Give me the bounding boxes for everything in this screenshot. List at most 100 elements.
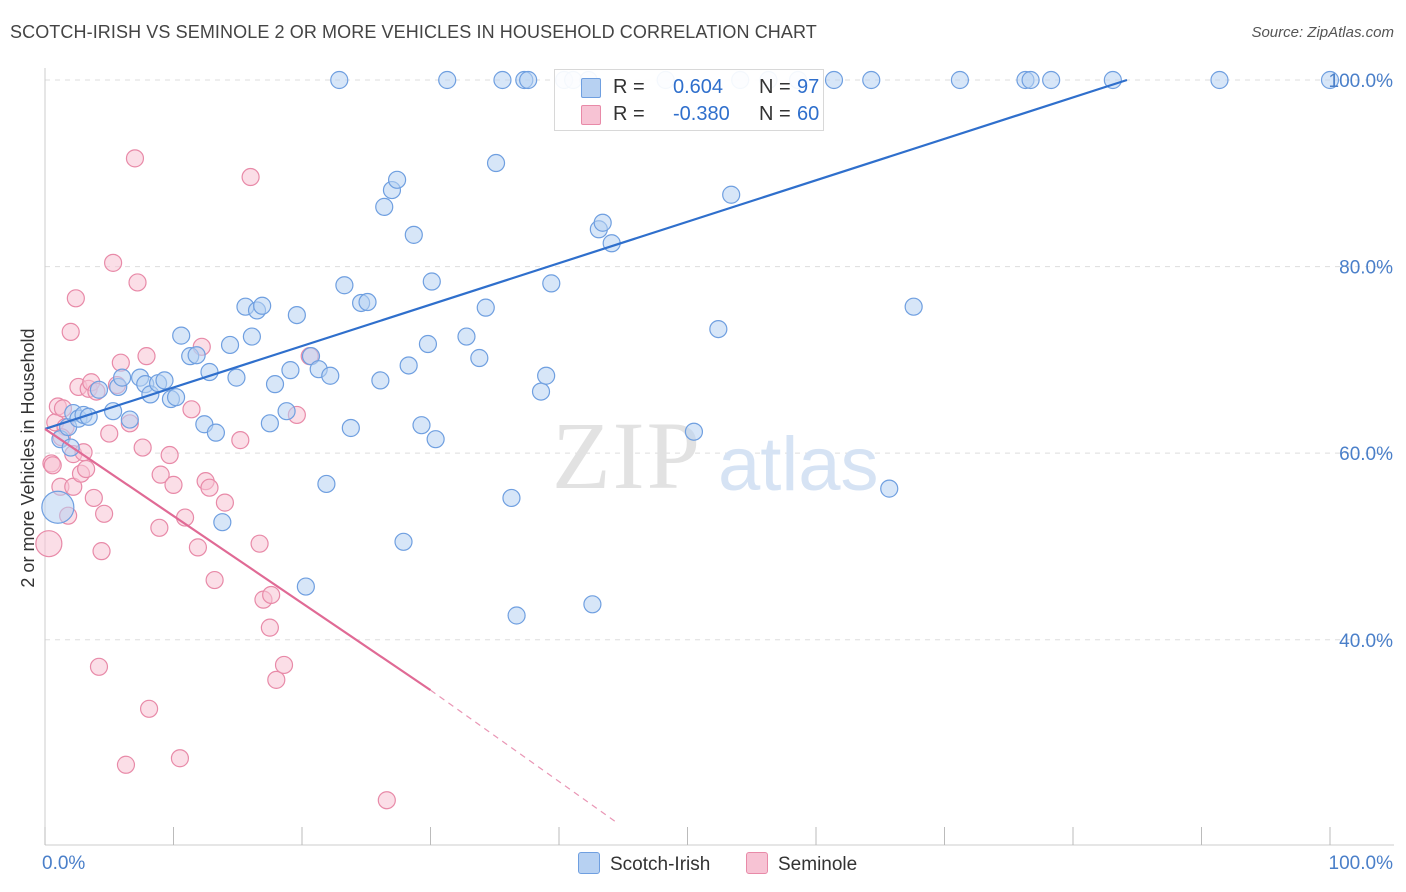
scotch-irish-point bbox=[486, 153, 506, 173]
seminole-point bbox=[151, 465, 170, 484]
scotch-irish-point bbox=[317, 474, 336, 494]
scotch-irish-point bbox=[583, 595, 602, 614]
seminole-point bbox=[116, 755, 136, 774]
stats-legend: R = 0.604 N = 97 R = -0.380 N = 60 bbox=[554, 69, 824, 131]
seminole-point bbox=[100, 424, 119, 443]
scotch-irish-point bbox=[89, 380, 109, 399]
scotch-irish-point bbox=[187, 346, 206, 365]
legend-r-value: -0.380 bbox=[673, 103, 730, 125]
scotch-irish-point bbox=[1021, 70, 1040, 90]
watermark-atlas: atlas bbox=[718, 422, 879, 507]
bottom-legend-swatch-pink bbox=[746, 852, 768, 874]
seminole-point bbox=[139, 699, 159, 718]
seminole-point bbox=[215, 493, 234, 512]
legend-n-label: N = bbox=[759, 76, 791, 98]
seminole-point bbox=[125, 149, 145, 168]
seminole-point bbox=[205, 570, 224, 590]
seminole-point bbox=[170, 749, 190, 768]
y-tick-label: 60.0% bbox=[1339, 444, 1393, 465]
scotch-irish-point bbox=[166, 388, 186, 407]
scotch-irish-point bbox=[537, 366, 556, 385]
scotch-irish-point bbox=[412, 416, 431, 435]
scotch-irish-points bbox=[41, 70, 1340, 625]
scotch-irish-point bbox=[1042, 70, 1061, 90]
scotch-irish-point bbox=[470, 348, 489, 368]
seminole-point bbox=[150, 518, 169, 537]
scotch-irish-point bbox=[213, 513, 232, 532]
scotch-irish-point bbox=[120, 410, 139, 429]
seminole-point bbox=[84, 488, 103, 508]
scotch-irish-point bbox=[296, 577, 315, 596]
scotch-irish-point bbox=[950, 70, 970, 90]
scotch-irish-point bbox=[519, 70, 538, 90]
scotch-irish-point bbox=[335, 276, 354, 295]
scotch-irish-point bbox=[531, 382, 551, 401]
scotch-irish-point bbox=[394, 532, 413, 551]
scotch-irish-point bbox=[418, 334, 438, 354]
seminole-point bbox=[200, 478, 219, 497]
scotch-irish-point bbox=[1320, 70, 1340, 90]
legend-n-value: 60 bbox=[797, 103, 820, 125]
seminole-point bbox=[260, 618, 279, 637]
scotch-irish-point bbox=[281, 361, 300, 380]
scotch-irish-point bbox=[172, 326, 191, 345]
source-credit: Source: ZipAtlas.com bbox=[1251, 24, 1394, 41]
scotch-irish-trendline bbox=[44, 78, 1128, 430]
seminole-point bbox=[77, 459, 96, 479]
bottom-legend-label-seminole: Seminole bbox=[778, 854, 858, 875]
legend-r-label: R = bbox=[613, 103, 645, 125]
scotch-irish-point bbox=[502, 488, 521, 508]
scotch-irish-point bbox=[220, 335, 240, 355]
bottom-legend-scotch-irish: Scotch-Irish bbox=[578, 852, 710, 876]
axes bbox=[44, 68, 1394, 846]
seminole-point bbox=[188, 538, 208, 557]
scotch-irish-point bbox=[260, 414, 279, 433]
scotch-irish-point bbox=[438, 70, 457, 90]
tick-labels: 40.0% 60.0% 80.0% 100.0% 0.0% 100.0% bbox=[42, 71, 1393, 874]
seminole-point bbox=[250, 534, 269, 553]
seminole-point bbox=[104, 253, 123, 272]
scotch-irish-point bbox=[824, 70, 844, 90]
bottom-legend-swatch-blue bbox=[578, 852, 600, 874]
y-tick-label: 40.0% bbox=[1339, 631, 1393, 652]
x-tick-label: 100.0% bbox=[1329, 853, 1394, 874]
legend-n-value: 97 bbox=[797, 76, 820, 98]
seminole-point bbox=[43, 456, 62, 475]
scotch-irish-point bbox=[104, 402, 123, 421]
scotch-irish-point bbox=[422, 272, 441, 291]
scotch-irish-point bbox=[330, 70, 349, 90]
bottom-legend-label-scotch-irish: Scotch-Irish bbox=[610, 854, 711, 875]
x-tick-label: 0.0% bbox=[42, 853, 85, 874]
scotch-irish-point bbox=[253, 296, 272, 315]
scotch-irish-point bbox=[41, 490, 75, 524]
legend-swatch-pink bbox=[581, 105, 601, 125]
scotch-irish-point bbox=[1210, 70, 1229, 90]
legend-swatch-blue bbox=[581, 78, 601, 98]
scotch-irish-point bbox=[457, 327, 476, 346]
scotch-irish-point bbox=[371, 371, 390, 390]
scotch-irish-point bbox=[265, 375, 285, 394]
seminole-point bbox=[182, 400, 201, 419]
seminole-point bbox=[92, 542, 111, 561]
legend-r-value: 0.604 bbox=[673, 76, 724, 98]
scotch-irish-point bbox=[507, 606, 526, 625]
seminole-point bbox=[128, 273, 147, 292]
seminole-point bbox=[35, 530, 63, 558]
scotch-irish-point bbox=[155, 371, 174, 390]
seminole-point bbox=[262, 585, 281, 605]
scotch-irish-point bbox=[493, 70, 512, 90]
y-axis-label: 2 or more Vehicles in Household bbox=[18, 328, 38, 587]
seminole-point bbox=[61, 322, 80, 341]
scotch-irish-point bbox=[227, 368, 246, 387]
scotch-irish-point bbox=[862, 70, 881, 90]
trend-lines bbox=[44, 78, 1128, 823]
seminole-trendline bbox=[44, 428, 432, 692]
seminole-point bbox=[241, 167, 260, 187]
seminole-point bbox=[274, 655, 294, 675]
scotch-irish-point bbox=[426, 430, 445, 449]
watermark-zip: ZIP bbox=[552, 402, 702, 509]
bottom-legend-seminole: Seminole bbox=[746, 852, 857, 876]
seminole-points bbox=[35, 149, 396, 810]
scotch-irish-point bbox=[242, 327, 261, 346]
